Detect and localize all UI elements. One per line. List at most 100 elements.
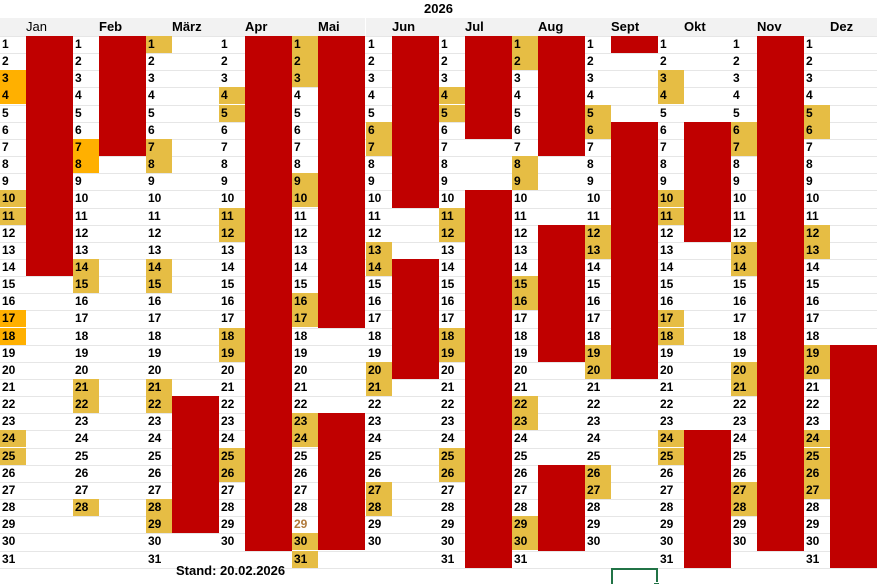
day-cell[interactable]: 30	[441, 534, 455, 549]
day-cell[interactable]: 25	[804, 447, 830, 465]
day-cell[interactable]: 22	[660, 397, 674, 412]
day-cell[interactable]: 16	[221, 294, 235, 309]
day-cell[interactable]: 21	[2, 380, 16, 394]
day-cell[interactable]: 22	[441, 397, 455, 412]
day-cell[interactable]: 23	[512, 413, 538, 431]
day-cell[interactable]: 8	[806, 157, 813, 172]
day-cell[interactable]: 26	[660, 465, 674, 480]
day-cell[interactable]: 21	[441, 380, 455, 394]
day-cell[interactable]: 3	[441, 71, 448, 86]
day-cell[interactable]: 24	[0, 430, 26, 448]
day-cell[interactable]: 6	[660, 122, 667, 137]
day-cell[interactable]: 8	[660, 157, 667, 172]
day-cell[interactable]: 3	[733, 71, 740, 86]
day-cell[interactable]: 30	[292, 533, 318, 551]
day-cell[interactable]: 7	[294, 139, 301, 154]
day-cell[interactable]: 18	[587, 328, 601, 343]
day-cell[interactable]: 4	[148, 88, 155, 103]
day-cell[interactable]: 11	[368, 208, 381, 223]
day-cell[interactable]: 8	[294, 157, 301, 172]
day-cell[interactable]: 10	[733, 191, 747, 206]
day-cell[interactable]: 2	[733, 54, 740, 69]
day-cell[interactable]: 27	[2, 482, 16, 497]
day-cell[interactable]: 1	[587, 37, 594, 51]
day-cell[interactable]: 27	[514, 482, 528, 497]
day-cell[interactable]: 20	[804, 361, 830, 379]
day-cell[interactable]: 13	[514, 242, 528, 257]
day-cell[interactable]: 17	[441, 311, 455, 326]
day-cell[interactable]: 17	[514, 311, 528, 326]
day-cell[interactable]: 21	[587, 380, 601, 394]
day-cell[interactable]: 10	[0, 190, 26, 208]
day-cell[interactable]: 3	[587, 71, 594, 86]
day-cell[interactable]: 22	[146, 396, 172, 414]
day-cell[interactable]: 2	[2, 54, 9, 69]
day-cell[interactable]: 10	[806, 191, 820, 206]
day-cell[interactable]: 30	[660, 534, 674, 549]
day-cell[interactable]: 6	[2, 122, 9, 137]
day-cell[interactable]: 1	[221, 37, 228, 51]
day-cell[interactable]: 28	[660, 500, 674, 515]
day-cell[interactable]: 23	[441, 414, 455, 429]
day-cell[interactable]: 13	[2, 242, 16, 257]
day-cell[interactable]: 13	[804, 241, 830, 259]
day-cell[interactable]: 4	[514, 88, 521, 103]
day-cell[interactable]: 24	[292, 430, 318, 448]
day-cell[interactable]: 20	[585, 361, 611, 379]
day-cell[interactable]: 22	[733, 397, 747, 412]
day-cell[interactable]: 22	[221, 397, 235, 412]
day-cell[interactable]: 21	[221, 380, 235, 394]
day-cell[interactable]: 11	[0, 207, 26, 225]
day-cell[interactable]: 14	[660, 259, 674, 274]
day-cell[interactable]: 6	[366, 121, 392, 139]
day-cell[interactable]: 1	[146, 36, 172, 53]
day-cell[interactable]: 10	[75, 191, 89, 206]
day-cell[interactable]: 2	[587, 54, 594, 69]
day-cell[interactable]: 10	[292, 190, 318, 208]
day-cell[interactable]: 5	[294, 105, 301, 120]
day-cell[interactable]: 4	[219, 87, 245, 105]
day-cell[interactable]: 24	[75, 431, 89, 446]
day-cell[interactable]: 26	[585, 464, 611, 482]
day-cell[interactable]: 19	[294, 345, 308, 360]
day-cell[interactable]: 29	[146, 516, 172, 534]
day-cell[interactable]: 22	[806, 397, 820, 412]
day-cell[interactable]: 14	[514, 259, 528, 274]
day-cell[interactable]: 4	[587, 88, 594, 103]
day-cell[interactable]: 8	[368, 157, 375, 172]
day-cell[interactable]: 7	[441, 139, 448, 154]
day-cell[interactable]: 6	[514, 122, 521, 137]
day-cell[interactable]: 12	[219, 224, 245, 242]
day-cell[interactable]: 19	[585, 344, 611, 362]
day-cell[interactable]: 28	[587, 500, 601, 515]
day-cell[interactable]: 20	[366, 361, 392, 379]
day-cell[interactable]: 31	[292, 550, 318, 568]
day-cell[interactable]: 22	[73, 396, 99, 414]
day-cell[interactable]: 28	[514, 500, 528, 515]
day-cell[interactable]: 10	[514, 191, 528, 206]
day-cell[interactable]: 12	[148, 225, 162, 240]
day-cell[interactable]: 27	[441, 482, 455, 497]
day-cell[interactable]: 12	[733, 225, 747, 240]
day-cell[interactable]: 23	[806, 414, 820, 429]
day-cell[interactable]: 10	[587, 191, 601, 206]
day-cell[interactable]: 6	[585, 121, 611, 139]
day-cell[interactable]: 3	[221, 71, 228, 86]
day-cell[interactable]: 5	[2, 105, 9, 120]
day-cell[interactable]: 23	[148, 414, 162, 429]
day-cell[interactable]: 16	[292, 293, 318, 311]
day-cell[interactable]: 29	[660, 517, 674, 532]
day-cell[interactable]: 30	[512, 533, 538, 551]
day-cell[interactable]: 29	[587, 517, 601, 532]
day-cell[interactable]: 16	[368, 294, 382, 309]
day-cell[interactable]: 17	[221, 311, 235, 326]
day-cell[interactable]: 28	[366, 499, 392, 517]
day-cell[interactable]: 8	[2, 157, 9, 172]
day-cell[interactable]: 1	[292, 36, 318, 53]
day-cell[interactable]: 4	[368, 88, 375, 103]
day-cell[interactable]: 24	[733, 431, 747, 446]
day-cell[interactable]: 6	[804, 121, 830, 139]
day-cell[interactable]: 16	[587, 294, 601, 309]
day-cell[interactable]: 2	[512, 53, 538, 71]
day-cell[interactable]: 23	[221, 414, 235, 429]
